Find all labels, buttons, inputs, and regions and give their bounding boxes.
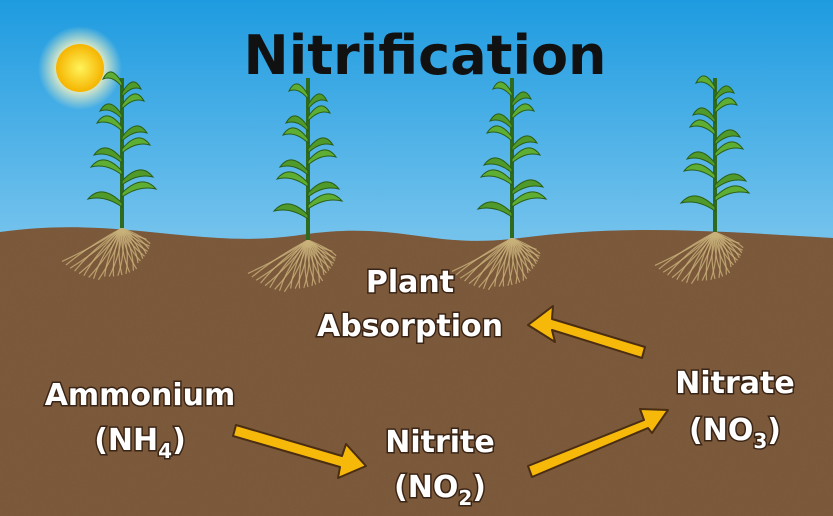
diagram: Nitrification Ammonium (NH4) Nitrite (NO… <box>0 0 833 516</box>
formula-sub: 4 <box>158 439 172 463</box>
node-label: Plant <box>366 265 454 300</box>
node-label: Absorption <box>317 309 503 344</box>
page: Nitrification Ammonium (NH4) Nitrite (NO… <box>0 0 833 516</box>
formula-end: ) <box>172 423 186 458</box>
formula-sub: 3 <box>753 429 767 453</box>
formula-end: ) <box>472 470 486 505</box>
title: Nitrification <box>244 24 607 87</box>
formula-base: (NO <box>394 470 458 505</box>
formula-base: (NH <box>94 423 158 458</box>
node-formula: (NO2) <box>394 470 486 510</box>
formula-sub: 2 <box>458 486 472 510</box>
formula-end: ) <box>767 413 781 448</box>
node-formula: (NO3) <box>689 413 781 453</box>
sun <box>56 44 104 92</box>
node-label: Ammonium <box>45 378 236 413</box>
node-formula: (NH4) <box>94 423 186 463</box>
node-label: Nitrite <box>385 425 495 460</box>
formula-base: (NO <box>689 413 753 448</box>
node-label: Nitrate <box>675 366 794 401</box>
